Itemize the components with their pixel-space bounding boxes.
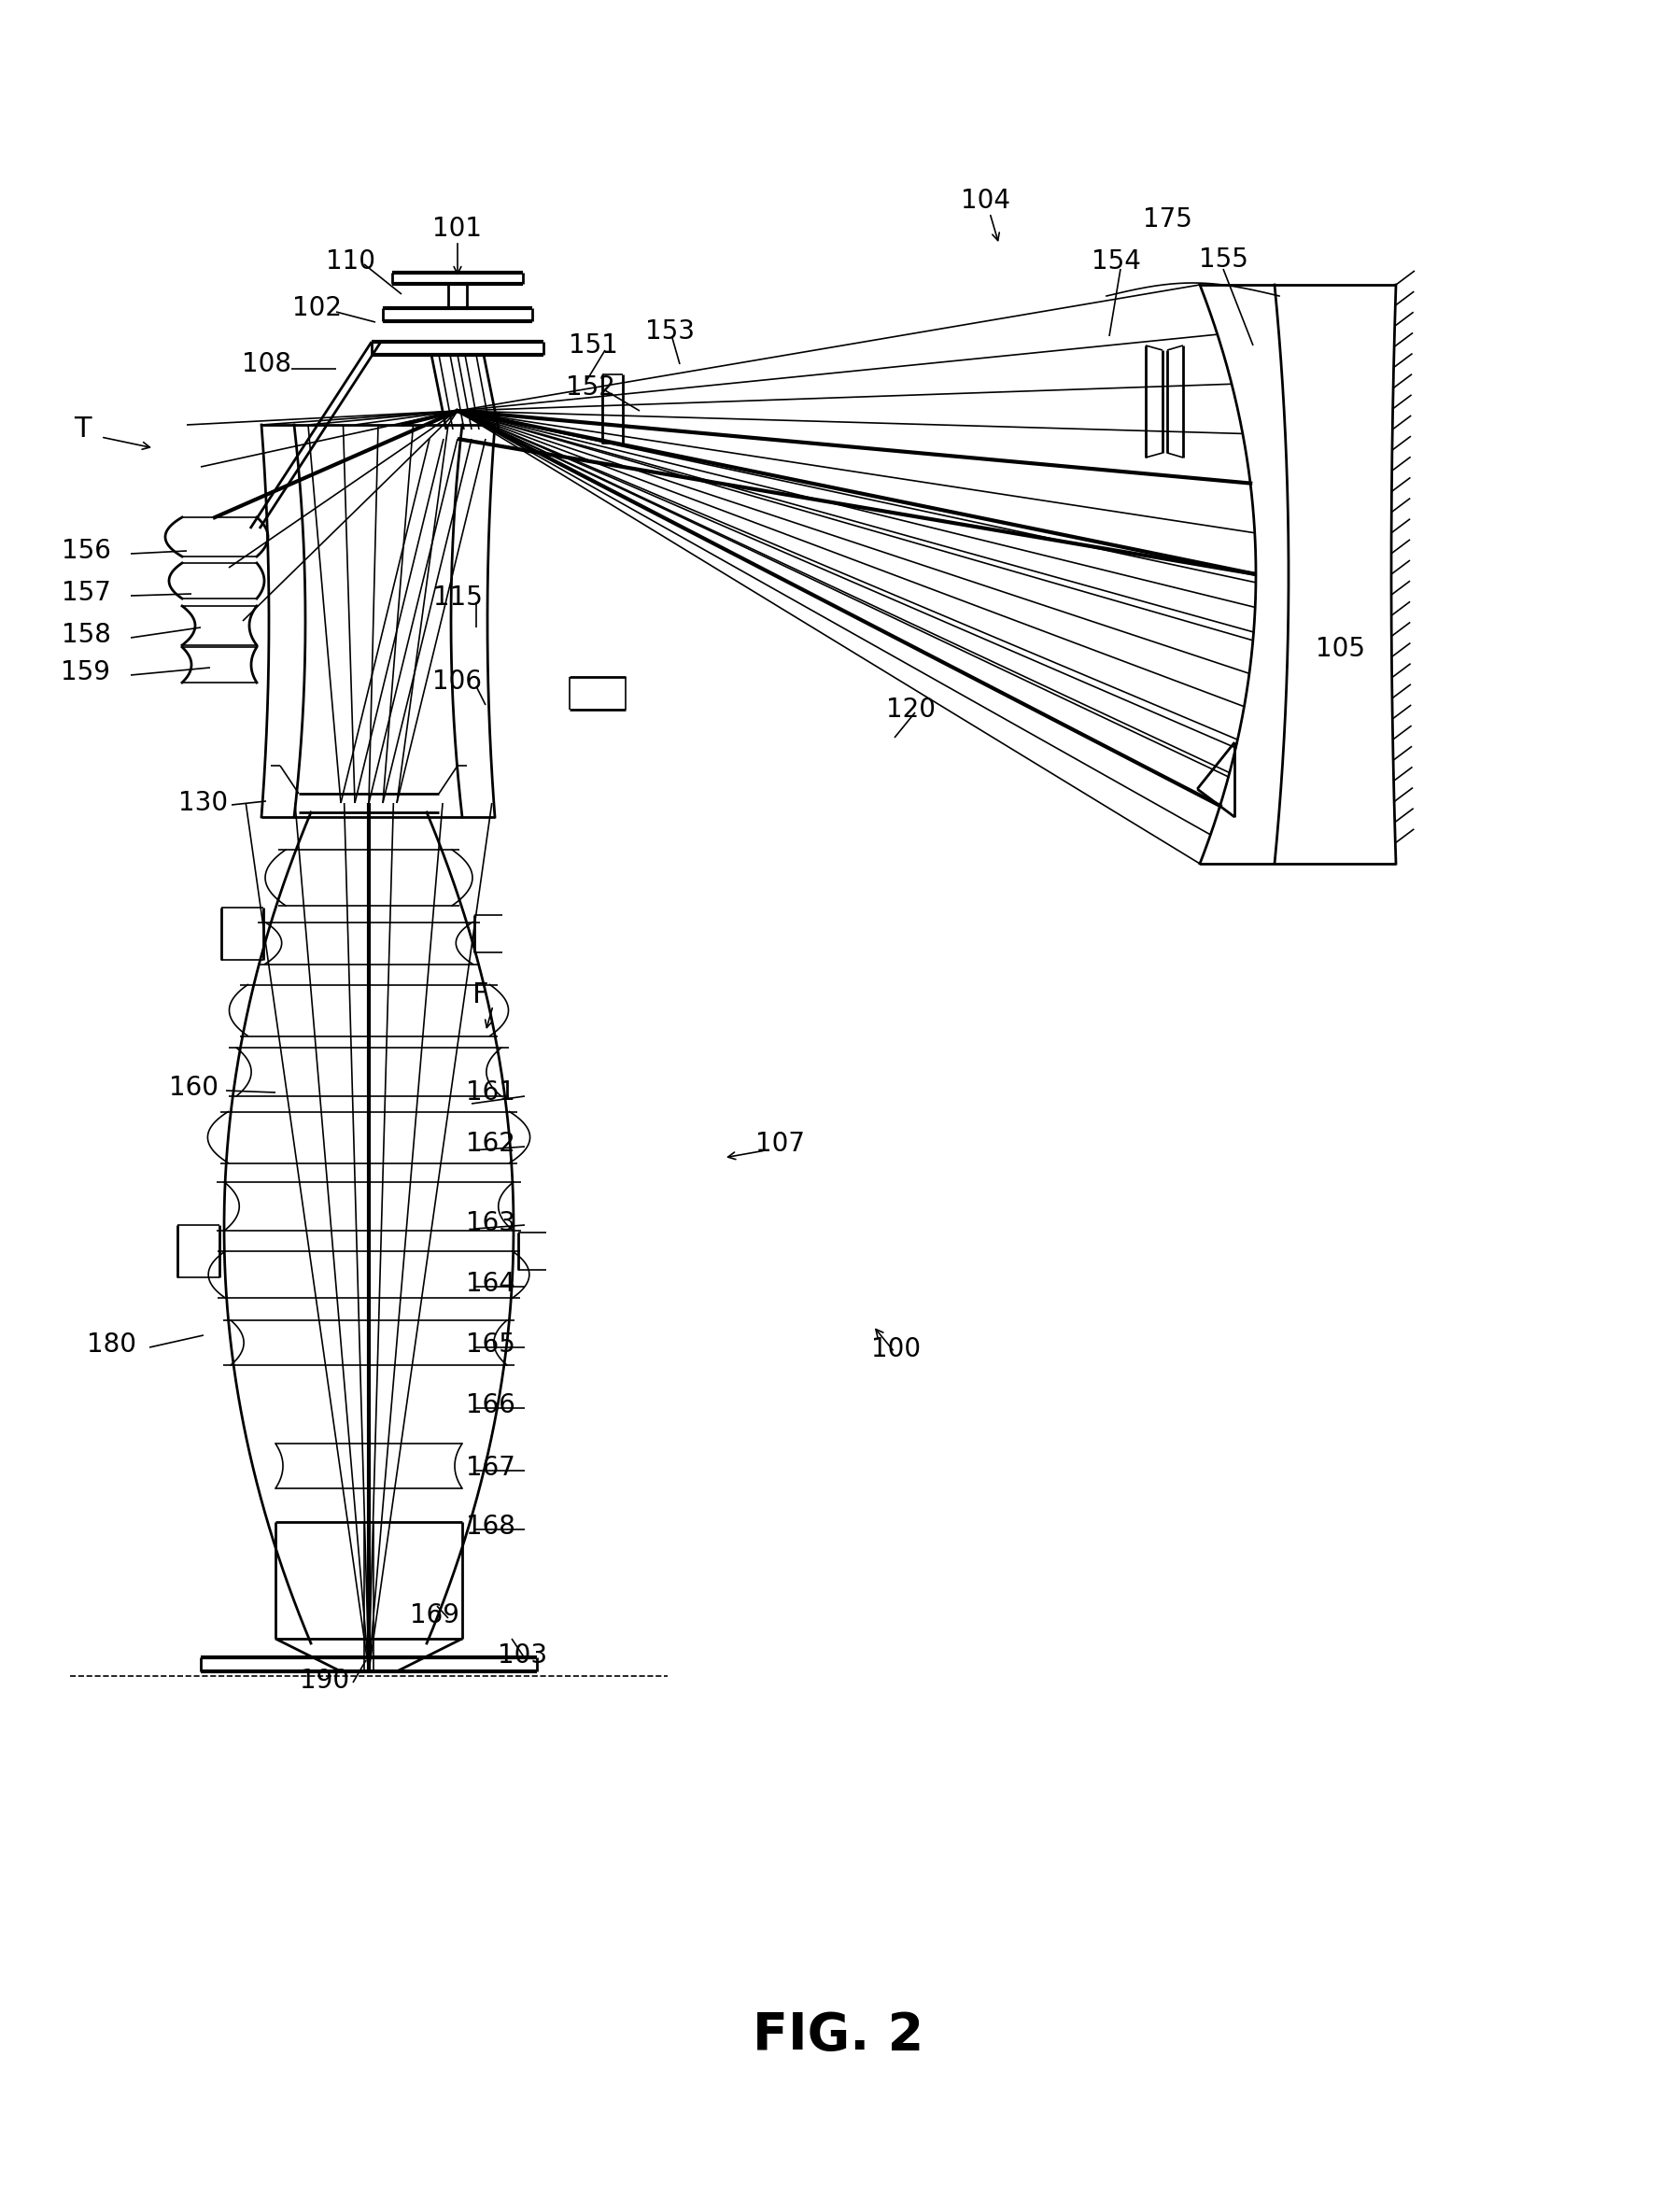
Text: 103: 103 [498, 1644, 548, 1668]
Text: 165: 165 [466, 1332, 515, 1358]
Text: 168: 168 [466, 1513, 515, 1540]
Text: 115: 115 [433, 584, 483, 611]
Text: 180: 180 [87, 1332, 138, 1358]
Text: 166: 166 [466, 1391, 515, 1418]
Text: 156: 156 [62, 538, 111, 564]
Text: 153: 153 [646, 319, 696, 345]
Text: 151: 151 [569, 332, 617, 358]
Text: 169: 169 [409, 1601, 459, 1628]
Text: 130: 130 [179, 790, 228, 816]
Text: 167: 167 [466, 1455, 515, 1480]
Text: 101: 101 [433, 217, 483, 241]
Text: 120: 120 [885, 697, 936, 723]
Text: 152: 152 [565, 374, 615, 400]
Text: 107: 107 [755, 1130, 805, 1157]
Text: 161: 161 [466, 1079, 515, 1106]
Text: 104: 104 [961, 188, 1010, 215]
Text: 100: 100 [872, 1336, 921, 1363]
Text: 160: 160 [169, 1075, 220, 1102]
Text: 159: 159 [60, 659, 111, 686]
Text: 164: 164 [466, 1272, 515, 1296]
Text: 162: 162 [466, 1130, 515, 1157]
Text: 102: 102 [293, 294, 342, 321]
Text: 154: 154 [1092, 248, 1140, 274]
Text: T: T [74, 416, 91, 442]
Text: 190: 190 [300, 1668, 350, 1694]
Text: 106: 106 [433, 668, 483, 695]
Text: F: F [473, 980, 490, 1009]
Text: 158: 158 [62, 622, 111, 648]
Text: 175: 175 [1142, 206, 1192, 232]
Text: 108: 108 [241, 352, 290, 378]
Text: 110: 110 [325, 248, 376, 274]
Text: 105: 105 [1315, 635, 1365, 661]
Text: 157: 157 [62, 580, 111, 606]
Text: 155: 155 [1199, 246, 1248, 272]
Text: 163: 163 [466, 1210, 515, 1237]
Text: FIG. 2: FIG. 2 [753, 2011, 924, 2062]
